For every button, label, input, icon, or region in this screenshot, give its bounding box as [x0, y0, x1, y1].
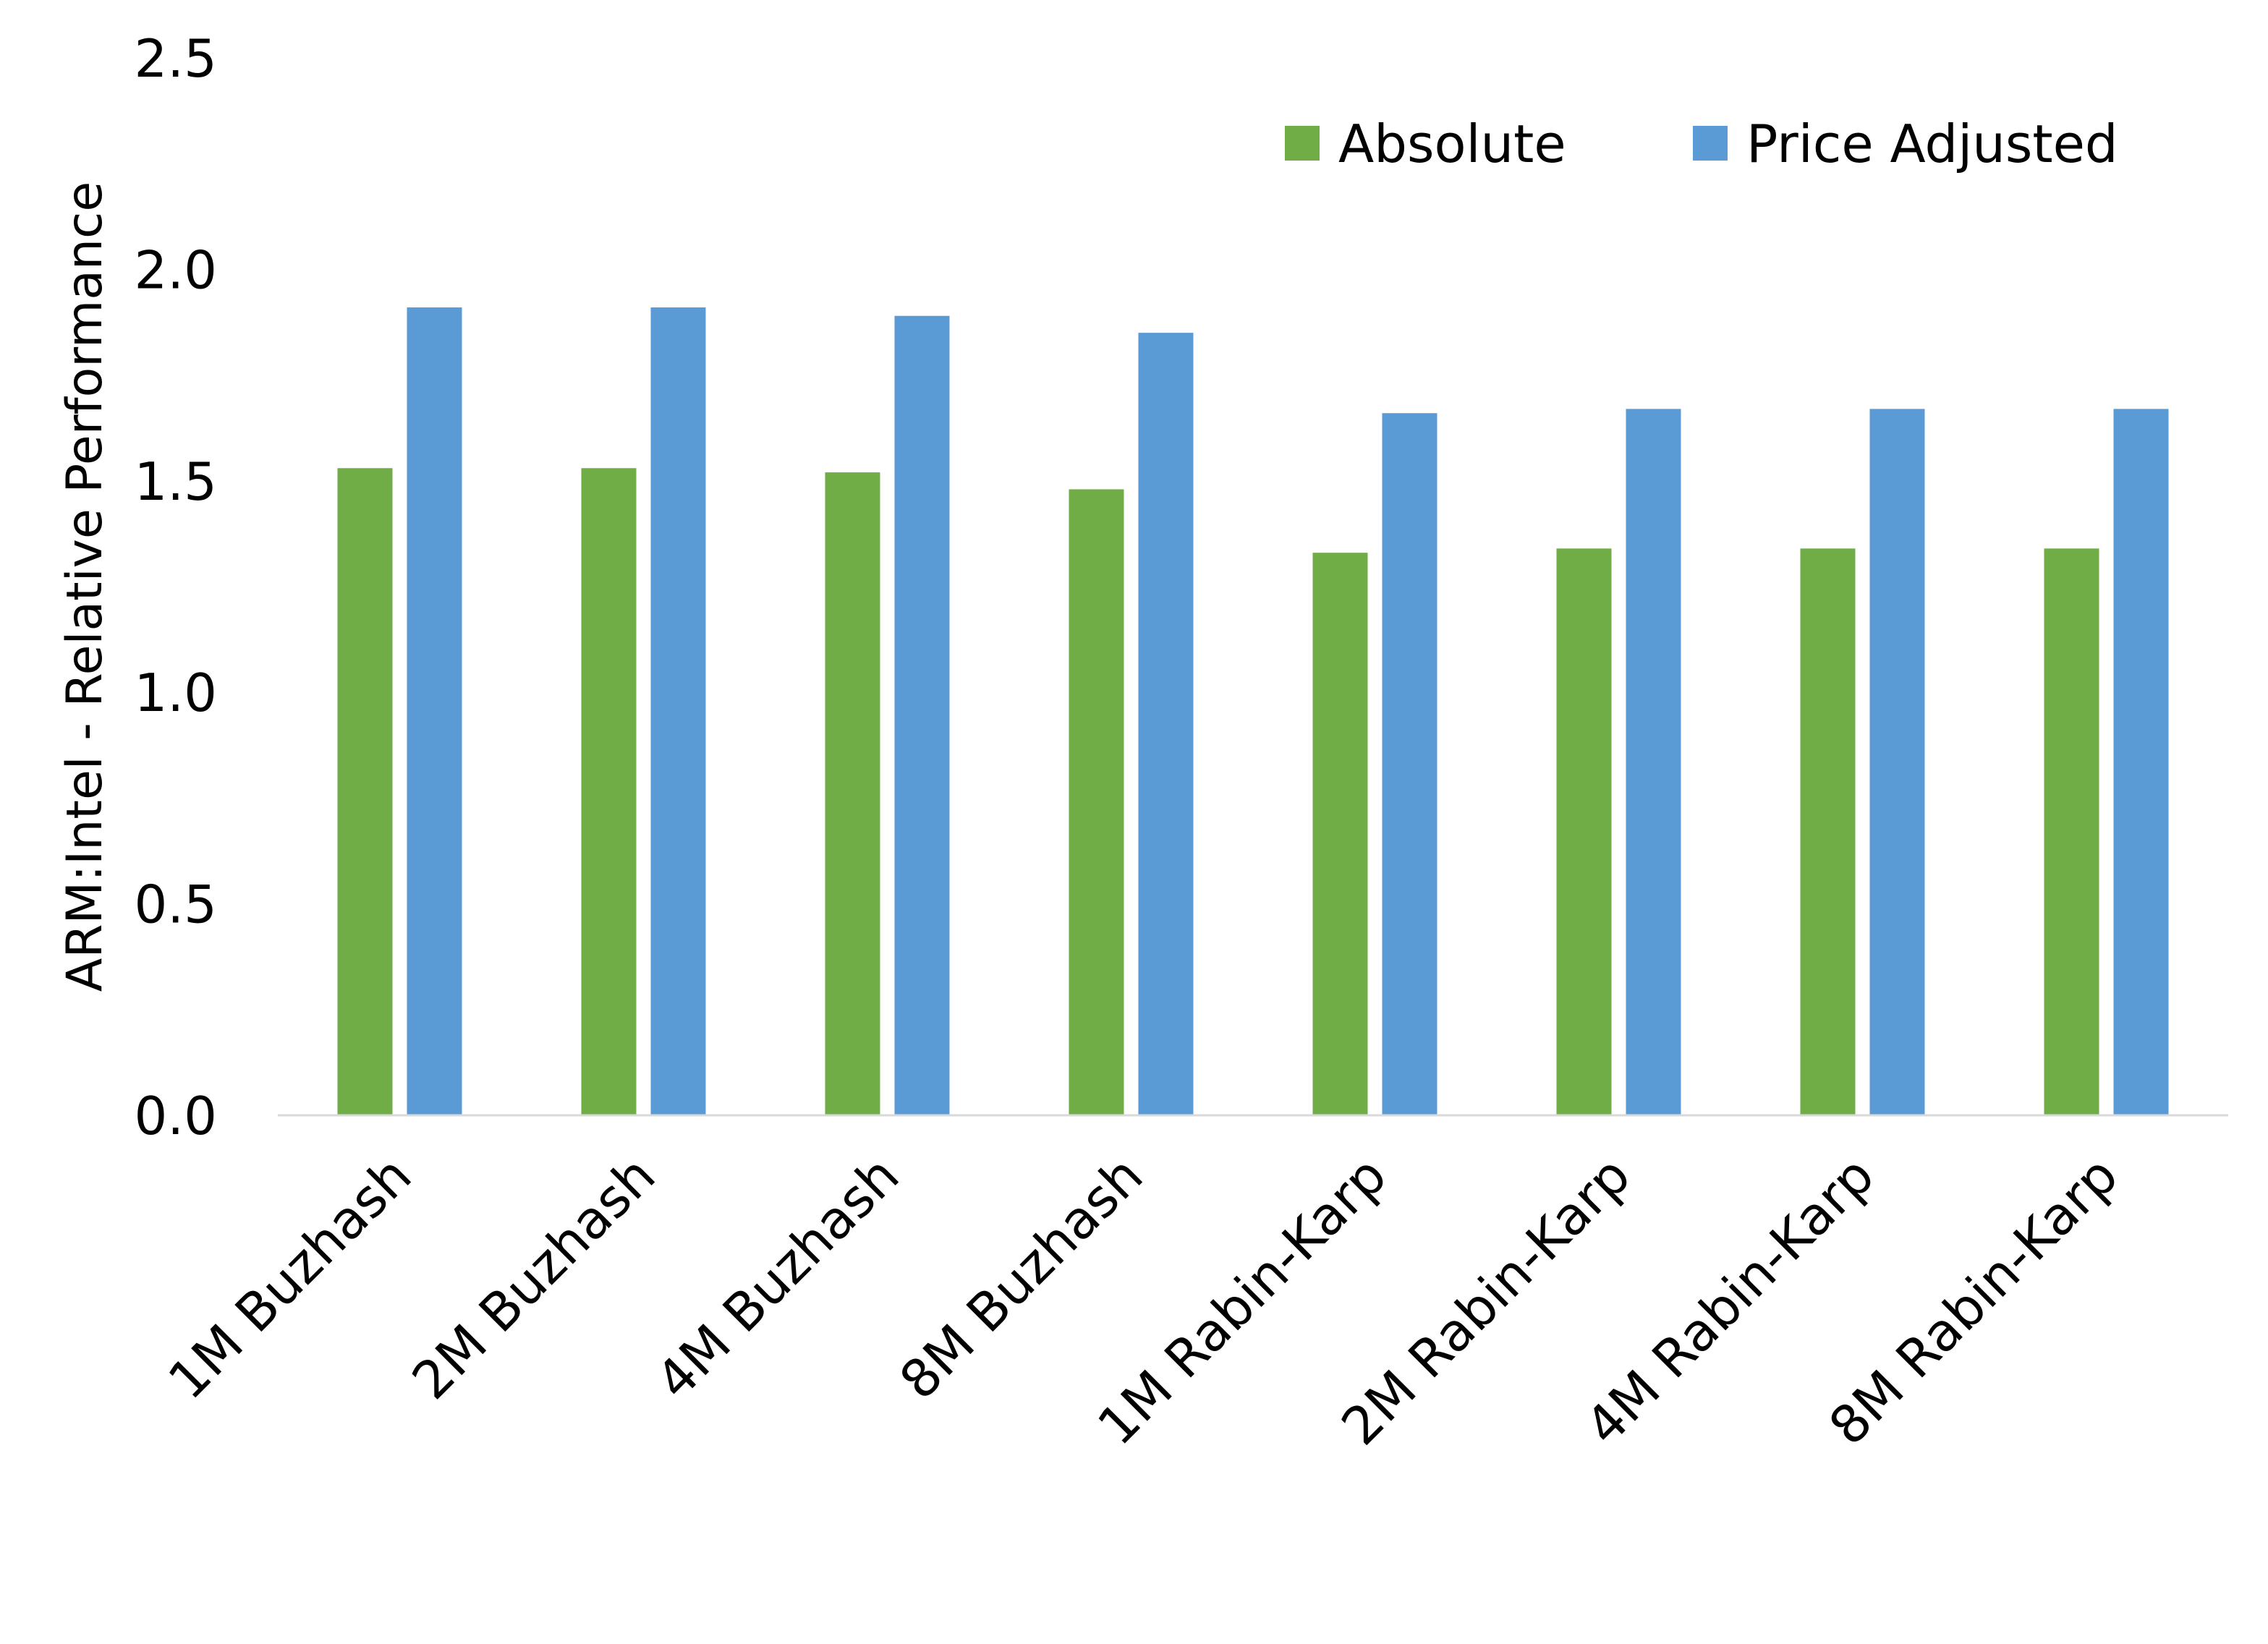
x-category-label: 4M Buzhash [644, 1145, 910, 1411]
bar-absolute [825, 472, 880, 1115]
bar-price-adjusted [2113, 409, 2169, 1115]
bar-price-adjusted [1138, 333, 1194, 1115]
y-tick-label: 2.5 [134, 28, 217, 89]
bar-absolute [337, 468, 393, 1115]
legend-label-price-adjusted: Price Adjusted [1746, 114, 2118, 174]
legend: Absolute Price Adjusted [1285, 114, 2118, 174]
y-tick-label: 0.5 [134, 874, 217, 935]
x-category-label: 2M Buzhash [400, 1145, 666, 1411]
y-tick-label: 2.0 [134, 239, 217, 300]
bar-price-adjusted [650, 307, 706, 1116]
y-tick-label: 0.0 [134, 1086, 217, 1146]
legend-label-absolute: Absolute [1338, 114, 1566, 174]
x-category-label: 8M Buzhash [888, 1145, 1154, 1411]
bars [337, 307, 2169, 1116]
bar-price-adjusted [894, 315, 950, 1115]
bar-absolute [1312, 553, 1368, 1115]
y-axis-label: ARM:Intel - Relative Performance [56, 182, 114, 992]
bar-absolute [1800, 548, 1856, 1115]
bar-absolute [2044, 548, 2099, 1115]
y-tick-label: 1.5 [134, 451, 217, 512]
x-category-label: 1M Buzhash [156, 1145, 422, 1411]
bar-price-adjusted [1382, 413, 1437, 1115]
bar-absolute [1556, 548, 1612, 1115]
bar-absolute [1069, 489, 1124, 1115]
bar-absolute [581, 468, 637, 1115]
y-tick-label: 1.0 [134, 663, 217, 723]
bar-price-adjusted [1626, 409, 1681, 1115]
bar-price-adjusted [407, 307, 462, 1116]
bar-price-adjusted [1869, 409, 1925, 1115]
y-axis-ticks: 0.0 0.5 1.0 1.5 2.0 2.5 [134, 28, 217, 1146]
legend-swatch-absolute [1285, 126, 1320, 161]
legend-swatch-price-adjusted [1693, 126, 1728, 161]
